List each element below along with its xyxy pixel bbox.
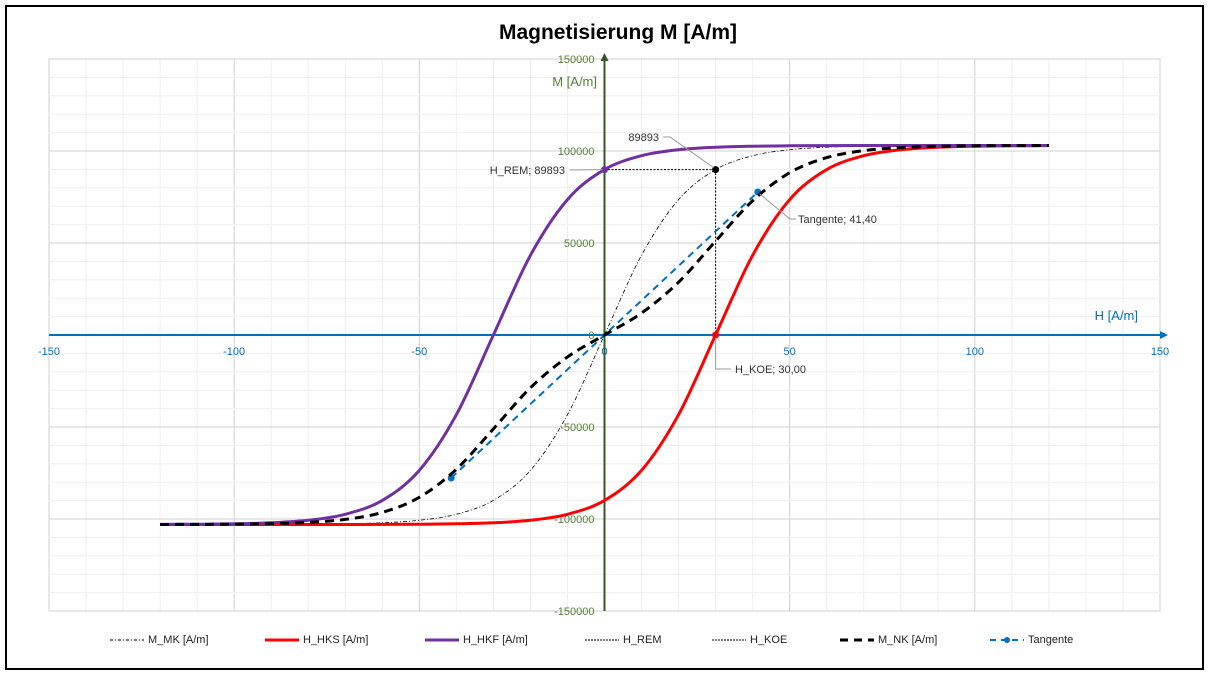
y-tick-label: 150000 [558, 54, 595, 66]
x-tick-label: -150 [38, 346, 60, 358]
legend-item-h-hkf: H_HKF [A/m] [425, 634, 528, 646]
x-tick-label: 50 [784, 346, 796, 358]
h-rem-point [601, 166, 608, 174]
legend-item-h-hks: H_HKS [A/m] [265, 634, 368, 646]
legend-label: H_REM [623, 634, 662, 646]
x-tick-label: -100 [223, 346, 245, 358]
y-tick-label: -150000 [554, 606, 594, 618]
legend-item-h-koe: H_KOE [712, 634, 787, 646]
x-axis-arrow [1160, 331, 1168, 339]
y-axis-label: M [A/m] [552, 74, 597, 89]
series-line-h-hks [160, 144, 1049, 527]
chart-title: Magnetisierung M [A/m] [499, 21, 737, 44]
x-tick-label: 150 [1151, 346, 1169, 358]
legend-label: M_NK [A/m] [878, 634, 938, 646]
h-koe-point [712, 331, 720, 339]
legend-item-m-nk: M_NK [A/m] [840, 634, 937, 646]
annotation-m-mk: 89893 [628, 132, 659, 144]
leader-line [715, 338, 731, 370]
y-tick-label: 100000 [558, 146, 595, 158]
legend: M_MK [A/m] H_HKS [A/m] H_HKF [A/m] H_REM… [0, 634, 1208, 652]
series-line-h-hkf [160, 143, 1049, 526]
y-tick-label: 0 [588, 330, 594, 342]
x-tick-label: 100 [966, 346, 984, 358]
tangente-point [447, 474, 455, 482]
legend-item-h-rem: H_REM [585, 634, 662, 646]
legend-item-tangente: Tangente [990, 634, 1073, 646]
annotation-h-rem: H_REM; 89893 [490, 165, 565, 177]
series-line-m-nk [160, 144, 1049, 526]
x-axis-label: H [A/m] [1095, 308, 1138, 323]
legend-label: M_MK [A/m] [148, 634, 209, 646]
leader-line [663, 136, 714, 169]
annotation-tangente: Tangente; 41,40 [798, 214, 877, 226]
annotation-h-koe: H_KOE; 30,00 [735, 364, 806, 376]
legend-label: H_KOE [750, 634, 788, 646]
y-tick-label: 50000 [564, 238, 595, 250]
x-tick-label: -50 [411, 346, 427, 358]
y-tick-label: -100000 [554, 514, 594, 526]
y-tick-label: -50000 [560, 422, 594, 434]
x-tick-label: 0 [601, 346, 607, 358]
legend-item-m-mk: M_MK [A/m] [110, 634, 209, 646]
legend-label: H_HKS [A/m] [303, 634, 369, 646]
legend-label: Tangente [1028, 634, 1074, 646]
legend-label: H_HKF [A/m] [463, 634, 528, 646]
m-mk-point [712, 166, 720, 174]
y-axis-arrow [600, 53, 609, 61]
leader-line [759, 193, 796, 220]
